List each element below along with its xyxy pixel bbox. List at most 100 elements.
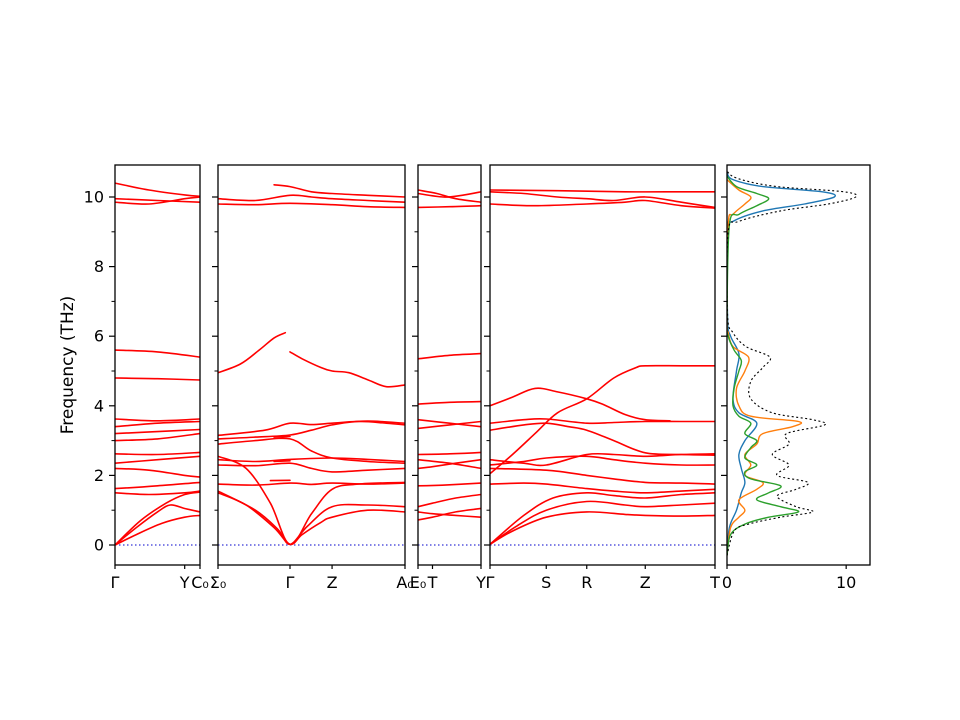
phonon-band — [417, 352, 482, 360]
panel-frame — [489, 164, 716, 566]
y-tick-label: 10 — [84, 188, 104, 207]
phonon-band — [289, 351, 406, 388]
x-tick-label: Γ — [486, 573, 495, 592]
phonon-band — [489, 500, 716, 546]
phonon-band — [114, 418, 201, 422]
x-tick-label: S — [541, 573, 551, 592]
dos-total — [726, 164, 858, 556]
x-tick-label: R — [581, 573, 592, 592]
phonon-band — [489, 189, 716, 193]
panel-frame — [217, 164, 406, 566]
phonon-band — [489, 452, 716, 467]
phonon-band — [114, 197, 201, 203]
phonon-band — [217, 490, 406, 546]
phonon-band — [217, 202, 406, 209]
phonon-band — [114, 455, 201, 464]
x-tick-label: E₀ — [410, 573, 427, 592]
phonon-band — [217, 437, 406, 464]
x-tick-label: Y — [475, 573, 486, 592]
y-tick-label: 0 — [94, 536, 104, 555]
phonon-band — [114, 182, 201, 198]
phonon-band — [489, 417, 716, 425]
band-panel-content — [417, 189, 482, 546]
phonon-band — [114, 481, 201, 490]
dos-partial-orange — [726, 179, 803, 556]
x-tick-label: Z — [327, 573, 338, 592]
x-tick-label: C₀ — [191, 573, 209, 592]
x-tick-label: Y — [179, 573, 190, 592]
phonon-band — [217, 420, 406, 437]
phonon-band — [217, 420, 406, 440]
x-tick-label: A₀ — [396, 573, 413, 592]
dos-panel: 0 10 — [721, 164, 871, 592]
y-tick-label: 4 — [94, 396, 104, 415]
phonon-band — [217, 492, 406, 546]
phonon-band — [114, 420, 201, 428]
phonon-band — [114, 428, 201, 435]
phonon-band — [217, 482, 406, 486]
phonon-band — [417, 418, 482, 428]
phonon-band — [489, 491, 716, 546]
phonon-band — [489, 191, 716, 209]
phonon-band — [273, 184, 406, 198]
phonon-band — [114, 504, 201, 546]
x-tick-label: 10 — [836, 573, 856, 592]
dos-partial-blue — [726, 172, 837, 556]
dos-partial-green — [726, 175, 800, 556]
phonon-band — [114, 377, 201, 381]
phonon-band — [114, 432, 201, 442]
x-tick-label: Γ — [111, 573, 120, 592]
phonon-band — [114, 491, 201, 546]
x-tick-label: 0 — [722, 573, 732, 592]
phonon-band — [417, 511, 482, 518]
x-tick-label: T — [427, 573, 438, 592]
phonon-band — [489, 467, 716, 485]
phonon-band — [417, 458, 482, 470]
y-tick-label: 6 — [94, 327, 104, 346]
phonon-band — [417, 451, 482, 456]
phonon-band — [417, 493, 482, 508]
phonon-band — [417, 400, 482, 405]
phonon-band — [114, 451, 201, 456]
y-tick-label: 8 — [94, 257, 104, 276]
panel-frame — [726, 164, 871, 566]
phonon-band — [217, 331, 287, 374]
phonon-band — [489, 455, 716, 466]
phonon-band — [217, 457, 406, 463]
band-panel-content — [217, 184, 406, 546]
phonon-band — [489, 482, 716, 494]
band-panel-3: E₀ T Y — [410, 164, 486, 592]
phonon-band — [489, 387, 671, 422]
phonon-band — [114, 467, 201, 478]
band-panel-content — [114, 182, 201, 546]
phonon-band — [417, 189, 482, 203]
band-panel-2: Σ₀ Γ Z A₀ — [210, 164, 414, 592]
phonon-band — [417, 204, 482, 209]
panel-frame — [417, 164, 482, 566]
phonon-band — [489, 364, 716, 475]
x-tick-label: Z — [640, 573, 651, 592]
phonon-band — [489, 511, 716, 546]
dos-panel-content — [726, 164, 858, 556]
phonon-band — [273, 460, 291, 463]
panel-frame — [114, 164, 201, 566]
phonon-band — [417, 458, 482, 470]
phonon-band — [114, 490, 201, 496]
x-tick-label: T — [709, 573, 720, 592]
phonon-band — [114, 514, 201, 546]
phonon-band — [417, 420, 482, 430]
phonon-band — [489, 199, 716, 209]
phonon-band — [217, 194, 406, 203]
band-panel-1: 0 2 4 6 8 10 Γ Y C₀ — [84, 164, 209, 592]
phonon-band — [273, 435, 291, 438]
x-tick-label: Σ₀ — [210, 573, 227, 592]
y-axis-label: Frequency (THz) — [58, 295, 78, 435]
phonon-band — [217, 462, 406, 473]
phonon-band — [489, 422, 716, 456]
phonon-band — [417, 191, 482, 198]
y-tick-label: 2 — [94, 466, 104, 485]
x-tick-label: Γ — [286, 573, 295, 592]
